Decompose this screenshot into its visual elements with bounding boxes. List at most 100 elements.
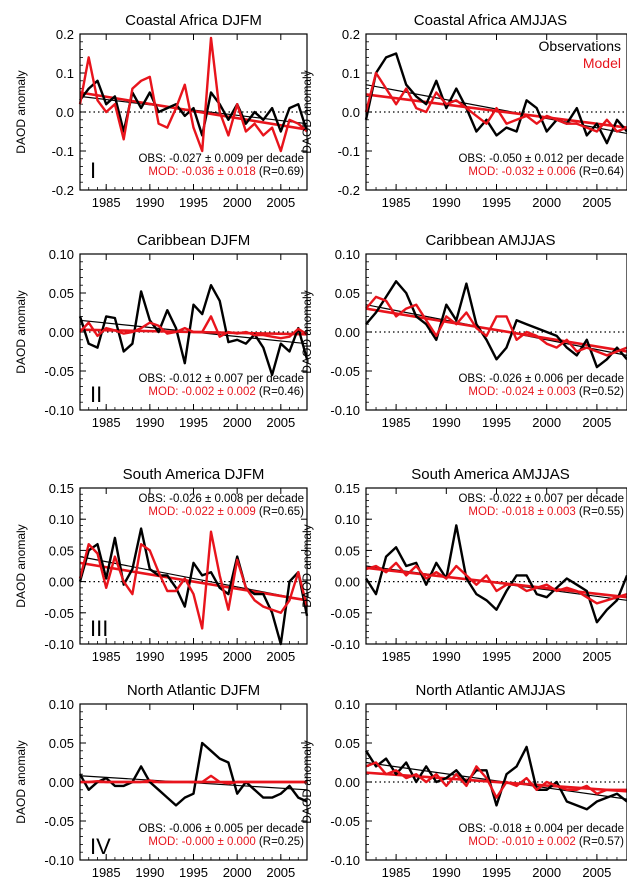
panel-title: Caribbean AMJJAS — [425, 232, 555, 249]
x-tick-label: 1990 — [135, 865, 164, 880]
y-tick-label: 0.00 — [49, 325, 74, 340]
y-tick-label: -0.10 — [330, 853, 360, 868]
x-tick-label: 1985 — [92, 195, 121, 210]
y-tick-label: 0.00 — [335, 575, 360, 590]
y-tick-label: -0.05 — [44, 814, 74, 829]
model-trend-value: MOD: -0.002 ± 0.002 — [148, 386, 255, 398]
panel-title: South America AMJJAS — [411, 466, 569, 483]
x-tick-label: 1995 — [179, 195, 208, 210]
x-tick-label: 2000 — [223, 415, 252, 430]
x-tick-label: 2000 — [532, 195, 561, 210]
model-series — [364, 71, 627, 133]
x-tick-label: 1985 — [92, 649, 121, 664]
y-tick-label: 0.10 — [335, 512, 360, 527]
y-tick-label: -0.10 — [330, 403, 360, 418]
y-tick-label: -0.05 — [330, 364, 360, 379]
model-trend-line — [79, 561, 308, 602]
x-tick-label: 2005 — [266, 415, 295, 430]
observations-series — [78, 527, 309, 646]
x-tick-label: 1995 — [179, 415, 208, 430]
y-tick-label: 0.1 — [342, 66, 360, 81]
x-tick-label: 1985 — [382, 865, 411, 880]
plot-frame — [79, 703, 308, 861]
x-tick-label: 2005 — [266, 195, 295, 210]
model-trend-value: MOD: -0.022 ± 0.009 — [148, 506, 255, 518]
correlation-value: (R=0.52) — [576, 386, 624, 398]
model-series — [365, 295, 627, 357]
y-tick-label: 0.10 — [335, 247, 360, 262]
legend-observations: Observations — [539, 38, 621, 54]
x-tick-label: 1990 — [135, 649, 164, 664]
y-tick-label: -0.05 — [330, 606, 360, 621]
observations-series — [79, 79, 309, 137]
y-tick-label: 0.10 — [49, 247, 74, 262]
model-trend-value: MOD: -0.032 ± 0.006 — [468, 166, 575, 178]
y-axis-label: DAOD anomaly — [300, 524, 314, 607]
y-tick-label: -0.10 — [44, 853, 74, 868]
legend-model: Model — [583, 55, 621, 71]
model-series — [365, 761, 627, 799]
y-tick-label: 0.15 — [335, 481, 360, 496]
obs-trend-text: OBS: -0.027 ± 0.009 per decade — [138, 153, 304, 165]
y-axis-label: DAOD anomaly — [14, 740, 28, 823]
panel-title: North Atlantic DJFM — [127, 682, 260, 699]
x-tick-label: 1995 — [179, 865, 208, 880]
model-trend-text: MOD: -0.036 ± 0.018 (R=0.69) — [148, 166, 304, 178]
y-tick-label: 0.05 — [49, 543, 74, 558]
y-tick-label: -0.10 — [330, 637, 360, 652]
y-tick-label: -0.10 — [44, 637, 74, 652]
y-tick-label: 0.00 — [49, 775, 74, 790]
y-tick-label: 0.05 — [335, 286, 360, 301]
x-tick-label: 2000 — [223, 195, 252, 210]
plot-frame — [365, 253, 627, 411]
model-trend-text: MOD: -0.032 ± 0.006 (R=0.64) — [468, 166, 624, 178]
y-axis-label: DAOD anomaly — [300, 70, 314, 153]
y-tick-label: 0.00 — [335, 325, 360, 340]
plot-frame — [79, 253, 308, 411]
y-axis-label: DAOD anomaly — [14, 70, 28, 153]
observations-series — [78, 284, 309, 377]
y-axis-label: DAOD anomaly — [14, 290, 28, 373]
plot-frame — [365, 487, 627, 645]
correlation-value: (R=0.64) — [576, 166, 624, 178]
panel-2: Coastal Africa AMJJAS DAOD anomaly -0.2 -0.… — [300, 12, 627, 210]
model-trend-text: MOD: -0.022 ± 0.009 (R=0.65) — [148, 506, 304, 518]
obs-trend-text: OBS: -0.012 ± 0.007 per decade — [138, 373, 304, 385]
x-tick-label: 2000 — [532, 649, 561, 664]
model-trend-text: MOD: -0.002 ± 0.002 (R=0.46) — [148, 386, 304, 398]
model-trend-text: MOD: -0.024 ± 0.003 (R=0.52) — [468, 386, 624, 398]
x-tick-label: 2005 — [266, 649, 295, 664]
x-tick-label: 1990 — [135, 195, 164, 210]
model-series — [78, 530, 309, 630]
x-tick-label: 1985 — [92, 415, 121, 430]
panel-roman-numeral: I — [90, 158, 96, 183]
model-trend-value: MOD: -0.024 ± 0.003 — [468, 386, 575, 398]
y-tick-label: 0.10 — [335, 697, 360, 712]
x-tick-label: 2005 — [266, 865, 295, 880]
model-trend-value: MOD: -0.010 ± 0.002 — [468, 836, 575, 848]
x-tick-label: 1990 — [432, 415, 461, 430]
obs-trend-text: OBS: -0.022 ± 0.007 per decade — [458, 493, 624, 505]
y-tick-label: 0.10 — [49, 697, 74, 712]
panel-title: North Atlantic AMJJAS — [415, 682, 565, 699]
model-series — [79, 315, 308, 340]
y-tick-label: -0.05 — [44, 606, 74, 621]
observations-series — [364, 524, 627, 624]
x-tick-label: 1985 — [382, 649, 411, 664]
y-tick-label: 0.05 — [335, 736, 360, 751]
x-tick-label: 2005 — [582, 865, 611, 880]
x-tick-label: 2000 — [532, 865, 561, 880]
plot-frame — [365, 33, 627, 191]
x-tick-label: 1990 — [432, 195, 461, 210]
correlation-value: (R=0.46) — [256, 386, 304, 398]
x-tick-label: 1995 — [179, 649, 208, 664]
y-tick-label: 0.05 — [335, 543, 360, 558]
x-tick-label: 2005 — [582, 649, 611, 664]
panel-8: North Atlantic AMJJAS DAOD anomaly -0.10 -0… — [300, 682, 627, 880]
x-tick-label: 2005 — [582, 415, 611, 430]
plot-frame — [79, 487, 308, 645]
model-trend-line — [365, 93, 627, 129]
y-tick-label: 0.0 — [56, 105, 74, 120]
y-tick-label: 0.0 — [342, 105, 360, 120]
